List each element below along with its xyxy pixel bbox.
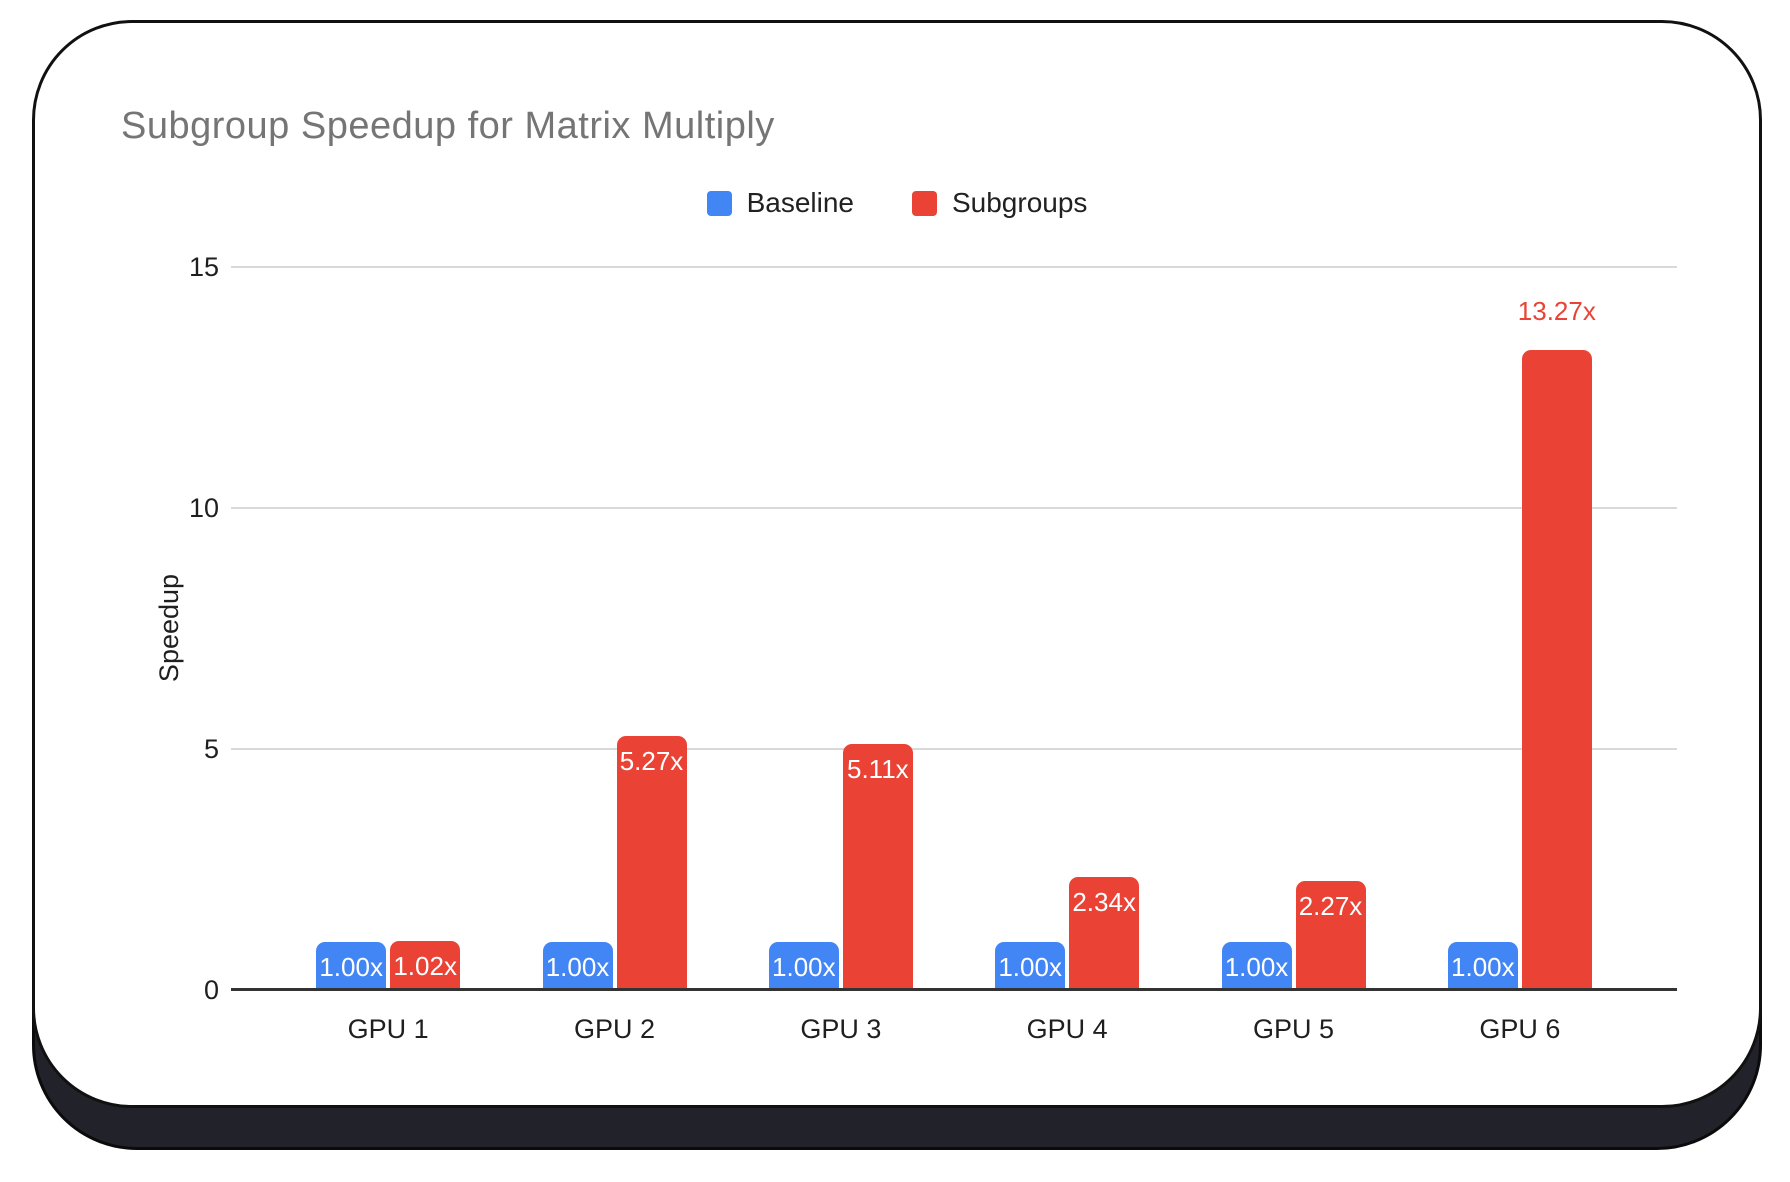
legend-item-baseline[interactable]: Baseline xyxy=(706,187,854,219)
bar-baseline-gpu-4[interactable] xyxy=(995,942,1066,990)
bar-subgroups-gpu-1[interactable] xyxy=(390,941,461,990)
bar-baseline-gpu-1[interactable] xyxy=(316,942,387,990)
bar-value-label-subgroups-gpu-2: 5.27x xyxy=(619,746,684,776)
x-axis-label-gpu-3: GPU 3 xyxy=(800,1014,882,1044)
gridline-15 xyxy=(231,266,1677,268)
bar-subgroups-gpu-5[interactable] xyxy=(1295,881,1366,990)
y-tick-label-0: 0 xyxy=(203,975,219,1005)
legend-swatch-subgroups xyxy=(911,190,937,216)
bar-subgroups-gpu-3[interactable] xyxy=(842,744,913,990)
x-axis-label-gpu-5: GPU 5 xyxy=(1252,1014,1335,1044)
y-axis-title: Speedup xyxy=(154,573,184,683)
y-tick-label-5: 5 xyxy=(203,734,219,764)
chart-title: Subgroup Speedup for Matrix Multiply xyxy=(121,105,775,147)
bar-subgroups-gpu-2[interactable] xyxy=(616,736,687,990)
gridline-5 xyxy=(231,748,1677,750)
bar-value-label-subgroups-gpu-6: 13.27x xyxy=(1517,296,1596,326)
x-axis-label-gpu-4: GPU 4 xyxy=(1026,1014,1108,1044)
plot-area: Speedup 0 5 10 15 1.00x 1.02x GPU 1 1.00x 5.27x G… xyxy=(154,254,1677,1044)
bar-value-label-subgroups-gpu-3: 5.11x xyxy=(846,754,909,784)
gridline-10 xyxy=(231,507,1677,509)
x-axis-label-gpu-2: GPU 2 xyxy=(573,1014,656,1044)
bar-value-label-baseline-gpu-5: 1.00x xyxy=(1224,952,1289,982)
bar-value-label-subgroups-gpu-5: 2.27x xyxy=(1298,891,1363,921)
x-axis-label-gpu-1: GPU 1 xyxy=(347,1014,429,1044)
x-axis-line xyxy=(231,988,1677,991)
legend: Baseline Subgroups xyxy=(35,187,1759,219)
bar-value-label-baseline-gpu-1: 1.00x xyxy=(319,952,383,982)
bar-baseline-gpu-6[interactable] xyxy=(1447,942,1518,990)
bar-value-label-baseline-gpu-3: 1.00x xyxy=(772,952,836,982)
bar-subgroups-gpu-4[interactable] xyxy=(1069,877,1140,990)
bar-value-label-baseline-gpu-2: 1.00x xyxy=(545,952,610,982)
legend-label-baseline: Baseline xyxy=(746,187,854,218)
bar-baseline-gpu-2[interactable] xyxy=(542,942,613,990)
y-tick-label-10: 10 xyxy=(188,493,219,523)
legend-item-subgroups[interactable]: Subgroups xyxy=(911,187,1088,219)
y-tick-label-15: 15 xyxy=(188,252,219,282)
legend-label-subgroups: Subgroups xyxy=(951,187,1088,218)
bar-baseline-gpu-3[interactable] xyxy=(768,942,839,990)
bar-value-label-baseline-gpu-4: 1.00x xyxy=(998,952,1062,982)
chart-card: Subgroup Speedup for Matrix Multiply Bas… xyxy=(32,20,1762,1108)
x-axis-label-gpu-6: GPU 6 xyxy=(1479,1014,1561,1044)
bar-subgroups-gpu-6[interactable] xyxy=(1521,350,1592,990)
bar-baseline-gpu-5[interactable] xyxy=(1221,942,1292,990)
bar-value-label-subgroups-gpu-1: 1.02x xyxy=(393,951,457,981)
legend-swatch-baseline xyxy=(706,190,732,216)
bar-value-label-subgroups-gpu-4: 2.34x xyxy=(1072,887,1136,917)
bar-value-label-baseline-gpu-6: 1.00x xyxy=(1451,952,1515,982)
